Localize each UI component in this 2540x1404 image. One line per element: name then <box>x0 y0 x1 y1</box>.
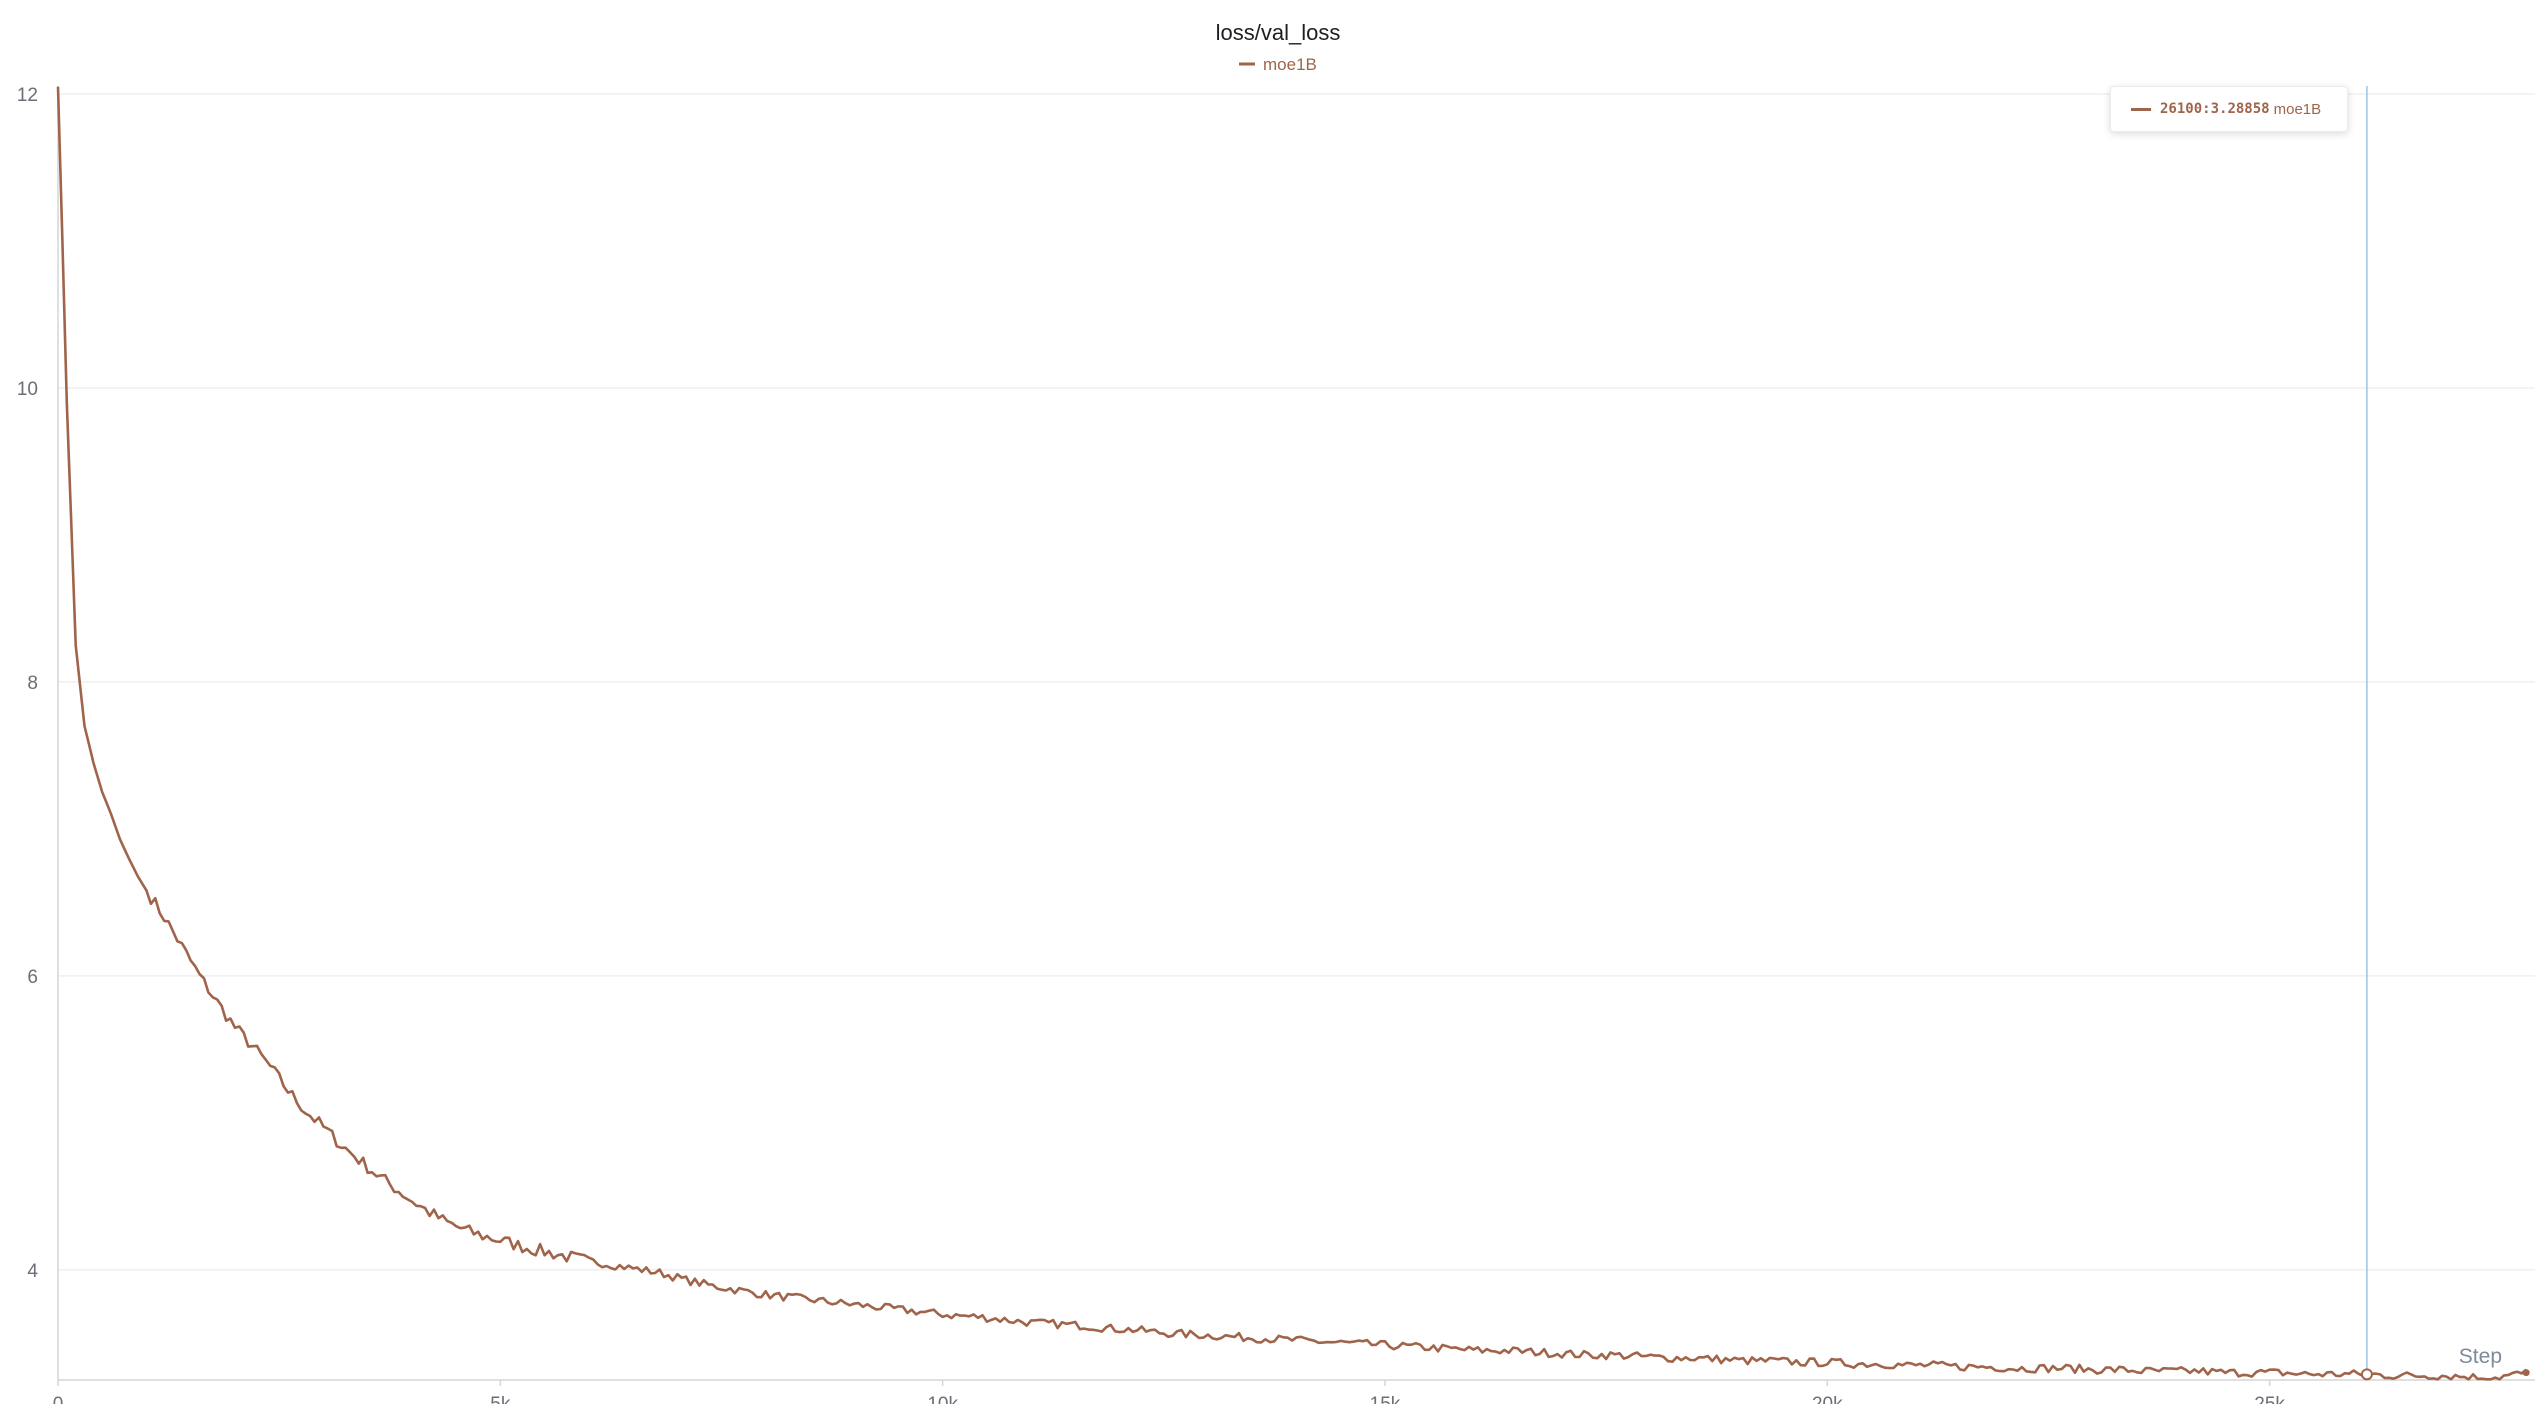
chart-title: loss/val_loss <box>1216 20 1341 45</box>
axis-layer <box>57 86 2535 1381</box>
tooltip-step: 26100 <box>2160 101 2203 117</box>
x-tick-label-0: 0 <box>53 1394 64 1404</box>
hover-point-marker <box>2360 1368 2373 1381</box>
tooltip-value: 3.28858 <box>2210 101 2270 117</box>
tooltip-separator: : <box>2202 101 2211 117</box>
tooltip-run-name: moe1B <box>2273 100 2322 118</box>
y-tick-label-10: 10 <box>17 379 38 400</box>
hover-tooltip: 26100 : 3.28858 moe1B <box>2110 86 2348 132</box>
x-axis-ticks: 0 5k 10k 15k 20k 25k <box>53 1380 2285 1404</box>
x-tick-label-10k: 10k <box>927 1394 958 1404</box>
y-axis-ticks: 4 6 8 10 12 <box>17 85 39 1282</box>
y-tick-label-6: 6 <box>27 967 38 988</box>
y-tick-label-4: 4 <box>27 1261 38 1282</box>
y-tick-label-8: 8 <box>27 673 38 694</box>
x-tick-label-25k: 25k <box>2254 1394 2285 1404</box>
x-tick-label-15k: 15k <box>1370 1394 1401 1404</box>
y-tick-label-12: 12 <box>17 85 38 106</box>
x-tick-label-20k: 20k <box>1812 1394 1843 1404</box>
x-tick-label-5k: 5k <box>490 1394 511 1404</box>
tooltip-series-swatch <box>2131 107 2151 111</box>
series-line-moe1B[interactable] <box>56 86 2528 1381</box>
legend[interactable]: moe1B <box>1239 55 1317 74</box>
x-axis-label: Step <box>2459 1345 2502 1368</box>
legend-label-moe1B: moe1B <box>1263 55 1317 74</box>
series-end-marker <box>2522 1369 2530 1377</box>
grid-layer <box>58 93 2535 1271</box>
